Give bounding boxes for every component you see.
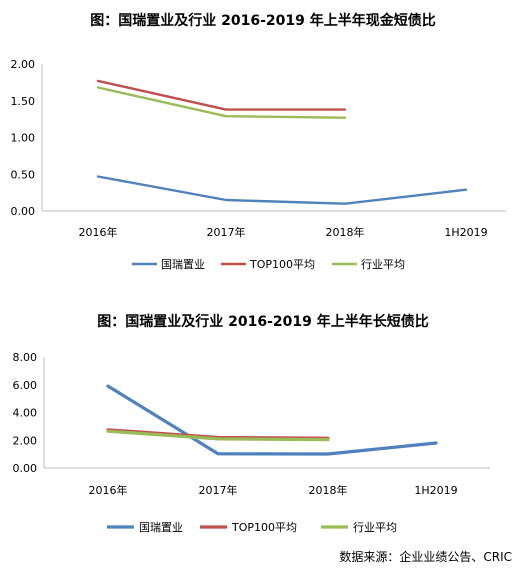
chart-2-title: 图：国瑞置业及行业 2016-2019 年上半年长短债比 bbox=[97, 314, 429, 330]
c1-y-tick-label: 1.50 bbox=[11, 95, 36, 108]
c2-series-line-1 bbox=[106, 384, 438, 456]
c1-y-tick-label: 1.00 bbox=[11, 132, 36, 145]
c2-legend-label-3: 行业平均 bbox=[353, 521, 397, 534]
c2-y-tick-label: 4.00 bbox=[13, 407, 38, 420]
c1-legend-label-3: 行业平均 bbox=[361, 258, 405, 271]
c2-legend-label-1: 国瑞置业 bbox=[139, 520, 183, 534]
c1-y-tick-label: 2.00 bbox=[11, 58, 36, 71]
c2-y-tick-label: 6.00 bbox=[13, 379, 38, 392]
c2-y-tick-label: 2.00 bbox=[13, 434, 38, 447]
c2-y-tick-label: 0.00 bbox=[13, 462, 38, 475]
c2-x-tick-label: 2018年 bbox=[309, 483, 348, 497]
c1-legend-label-1: 国瑞置业 bbox=[161, 257, 205, 271]
c1-series-line-3 bbox=[96, 86, 347, 119]
c1-series-line-2 bbox=[96, 79, 347, 111]
c1-series-line-1 bbox=[96, 175, 468, 205]
c1-y-tick-label: 0.50 bbox=[11, 168, 36, 181]
c2-series-line-3 bbox=[106, 429, 330, 442]
c2-y-tick-label: 8.00 bbox=[13, 351, 38, 364]
c2-legend-label-2: TOP100平均 bbox=[231, 521, 297, 534]
c1-legend-label-2: TOP100平均 bbox=[249, 258, 315, 271]
c1-x-tick-label: 2018年 bbox=[326, 225, 365, 239]
c2-x-tick-label: 2017年 bbox=[199, 483, 238, 497]
source-note: 数据来源：企业业绩公告、CRIC bbox=[339, 550, 512, 564]
c2-x-tick-label: 1H2019 bbox=[414, 484, 457, 497]
c1-x-tick-label: 2017年 bbox=[207, 225, 246, 239]
c1-y-tick-label: 0.00 bbox=[11, 205, 36, 218]
c2-x-tick-label: 2016年 bbox=[89, 483, 128, 497]
c1-x-tick-label: 1H2019 bbox=[444, 226, 487, 239]
chart-1-title: 图：国瑞置业及行业 2016-2019 年上半年现金短债比 bbox=[90, 13, 436, 29]
c1-x-tick-label: 2016年 bbox=[79, 225, 118, 239]
